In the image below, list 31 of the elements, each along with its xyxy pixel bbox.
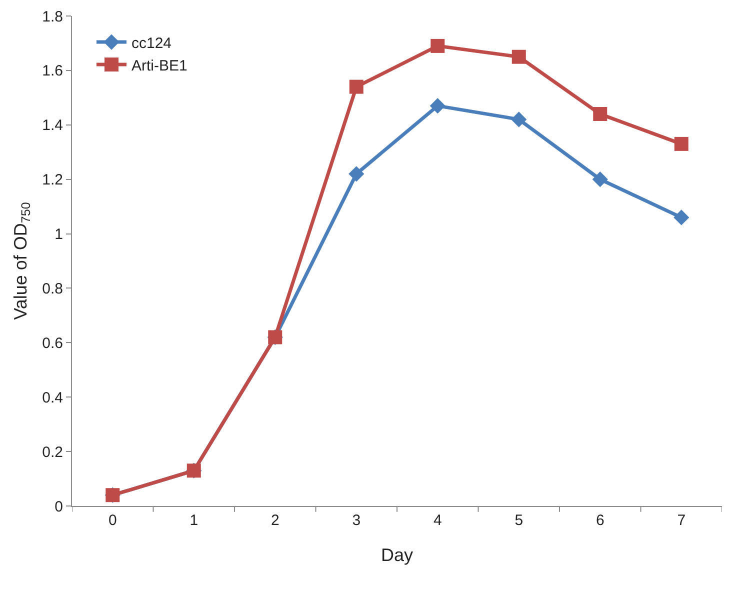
y-tick-label: 1.6: [42, 62, 63, 80]
point: [674, 210, 690, 226]
x-tick-label: 1: [190, 512, 198, 529]
x-tick-label: 3: [352, 512, 361, 529]
x-tick-label: 5: [514, 512, 524, 529]
x-tick-label: 7: [677, 512, 686, 529]
legend-label: cc124: [132, 34, 172, 52]
y-tick-label: 1.8: [42, 8, 63, 26]
y-tick-label: 0.8: [42, 280, 63, 298]
y-tick-label: 0.2: [42, 444, 63, 461]
point: [511, 112, 527, 128]
point: [430, 38, 445, 53]
x-tick-label: 6: [596, 512, 604, 529]
x-axis-title: Day: [380, 545, 414, 566]
point: [593, 107, 608, 121]
point: [592, 172, 608, 188]
y-tick-label: 0: [54, 498, 63, 516]
x-tick-label: 2: [270, 512, 280, 529]
y-tick-label: 0.4: [42, 389, 63, 406]
legend-label: Arti-BE1: [132, 57, 188, 74]
x-tick-label: 4: [433, 512, 442, 529]
y-tick-label: 1.2: [42, 172, 63, 189]
y-tick-label: 0.6: [42, 334, 63, 352]
y-tick-label: 1.4: [42, 117, 63, 134]
point: [430, 98, 446, 114]
point: [348, 166, 364, 182]
y-tick-label: 1: [54, 226, 63, 244]
point: [674, 136, 688, 151]
x-tick-label: 0: [108, 512, 117, 529]
point: [512, 50, 526, 64]
point: [349, 80, 364, 94]
